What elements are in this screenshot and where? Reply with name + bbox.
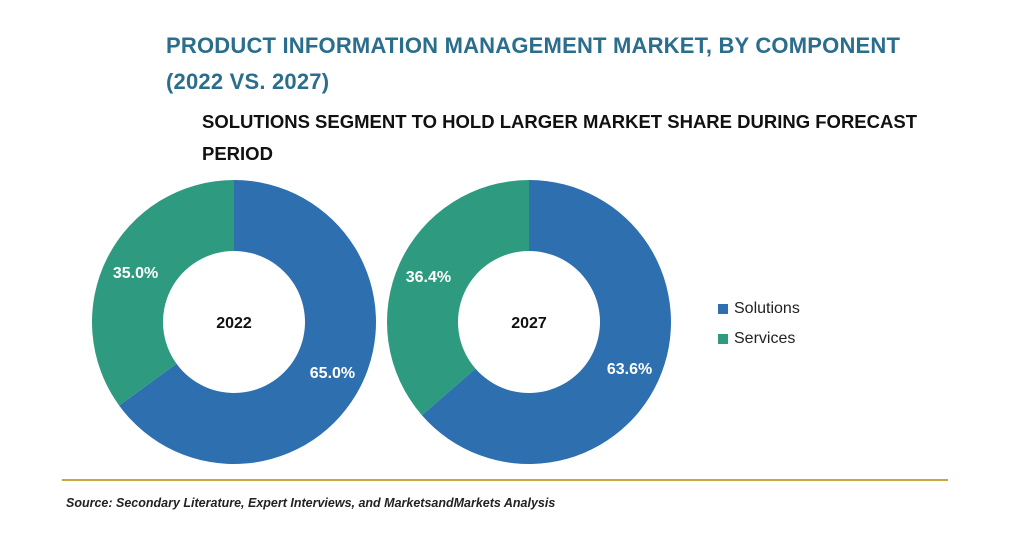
slice-2022-services (92, 180, 234, 406)
chart-subtitle-line2: PERIOD (202, 143, 273, 164)
data-label-2027-solutions: 63.6% (607, 361, 652, 378)
slice-2022-solutions (119, 180, 377, 464)
slice-2027-solutions (421, 180, 671, 464)
slice-2027-services (387, 180, 529, 416)
legend-item-services: Services (718, 324, 800, 354)
chart-title-line1: PRODUCT INFORMATION MANAGEMENT MARKET, B… (166, 33, 901, 58)
chart-subtitle: SOLUTIONS SEGMENT TO HOLD LARGER MARKET … (202, 106, 942, 170)
center-label-2027: 2027 (511, 315, 547, 332)
source-note: Source: Secondary Literature, Expert Int… (66, 496, 556, 510)
legend-item-solutions: Solutions (718, 294, 800, 324)
data-label-2022-solutions: 65.0% (310, 365, 355, 382)
divider (62, 479, 948, 481)
legend-swatch-solutions (718, 304, 728, 314)
legend-label-services: Services (734, 330, 796, 347)
chart-title: PRODUCT INFORMATION MANAGEMENT MARKET, B… (166, 28, 986, 100)
legend: Solutions Services (718, 294, 800, 354)
chart-title-line2: (2022 VS. 2027) (166, 69, 330, 94)
data-label-2022-services: 35.0% (113, 265, 158, 282)
data-label-2027-services: 36.4% (406, 269, 451, 286)
legend-swatch-services (718, 334, 728, 344)
legend-label-solutions: Solutions (734, 300, 800, 317)
chart-subtitle-line1: SOLUTIONS SEGMENT TO HOLD LARGER MARKET … (202, 111, 918, 132)
center-label-2022: 2022 (216, 315, 252, 332)
